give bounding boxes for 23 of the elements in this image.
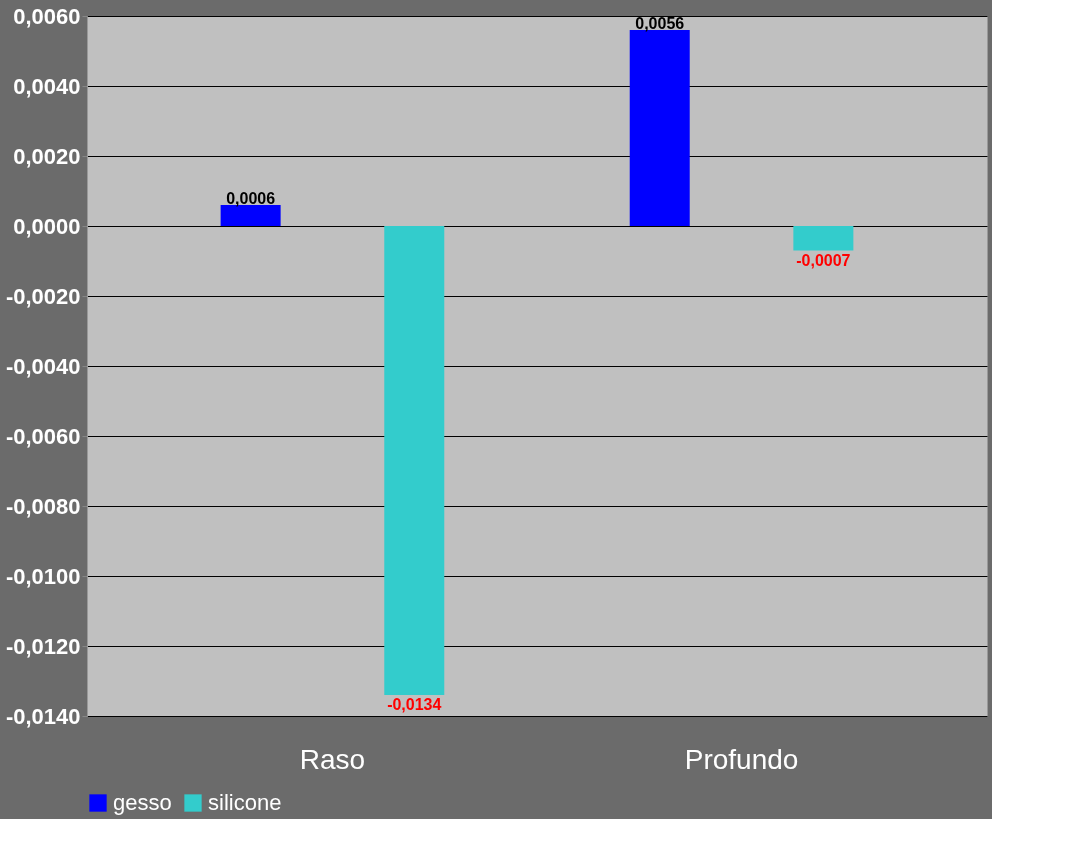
y-tick-label: -0,0060 bbox=[5, 423, 81, 449]
bar bbox=[384, 226, 445, 695]
data-label: 0,0006 bbox=[226, 190, 276, 207]
x-tick-label: Raso bbox=[299, 743, 366, 775]
y-tick-label: -0,0100 bbox=[5, 563, 81, 589]
y-tick-label: -0,0040 bbox=[5, 353, 81, 379]
x-tick-label: Profundo bbox=[684, 743, 799, 775]
data-label: -0,0134 bbox=[387, 696, 442, 713]
data-label: 0,0056 bbox=[635, 15, 685, 32]
data-label: -0,0007 bbox=[796, 251, 851, 269]
legend-label: silicone bbox=[208, 790, 282, 815]
y-tick-label: 0,0060 bbox=[13, 3, 81, 29]
y-tick-label: -0,0120 bbox=[5, 633, 81, 659]
y-tick-label: 0,0040 bbox=[13, 73, 81, 99]
y-tick-label: 0,0000 bbox=[13, 213, 81, 239]
y-tick-label: 0,0020 bbox=[13, 143, 81, 169]
bar bbox=[629, 30, 690, 226]
legend-label: gesso bbox=[113, 790, 172, 815]
bar bbox=[220, 205, 281, 226]
y-tick-label: -0,0020 bbox=[5, 283, 81, 309]
y-tick-label: -0,0140 bbox=[5, 703, 81, 729]
y-tick-label: -0,0080 bbox=[5, 493, 81, 519]
bar bbox=[793, 226, 854, 251]
